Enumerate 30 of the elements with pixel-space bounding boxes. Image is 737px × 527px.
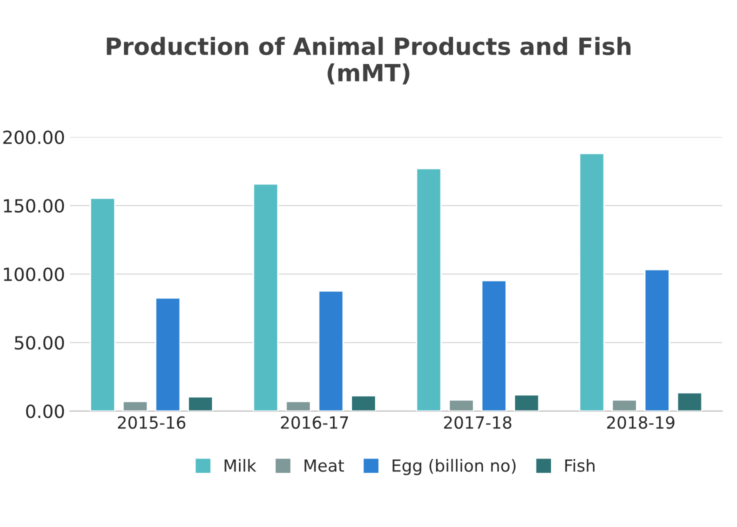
x-tick-label: 2018-19: [607, 416, 674, 429]
bar: [122, 400, 148, 412]
y-tick-label: 0.00: [26, 404, 64, 418]
y-tick-label: 100.00: [4, 268, 64, 282]
bar: [644, 268, 670, 412]
bar: [154, 297, 181, 412]
bar: [676, 392, 703, 412]
bar: [481, 280, 507, 412]
bar: [285, 400, 312, 412]
legend-label: Egg (billion no): [392, 458, 516, 476]
legend-label: Milk: [224, 458, 256, 472]
legend-label: Meat: [304, 459, 344, 472]
bar: [448, 399, 474, 412]
legend-label: Fish: [565, 458, 594, 472]
bar: [416, 168, 442, 412]
y-tick-label: 150.00: [4, 198, 64, 213]
bar: [90, 197, 116, 412]
bar: [350, 395, 376, 412]
bar: [612, 399, 638, 412]
y-tick-label: 200.00: [3, 130, 64, 144]
bar: [252, 183, 279, 412]
bar: [514, 394, 540, 412]
bar: [578, 152, 605, 412]
bar: [318, 290, 344, 412]
x-tick-label: 2015-16: [118, 416, 186, 429]
x-tick-label: 2016-17: [281, 416, 348, 429]
x-tick-label: 2017-18: [444, 416, 512, 429]
bar: [188, 396, 214, 412]
chart-title: Production of Animal Products and Fish (mMT): [106, 36, 630, 84]
y-tick-label: 50.00: [14, 336, 64, 350]
